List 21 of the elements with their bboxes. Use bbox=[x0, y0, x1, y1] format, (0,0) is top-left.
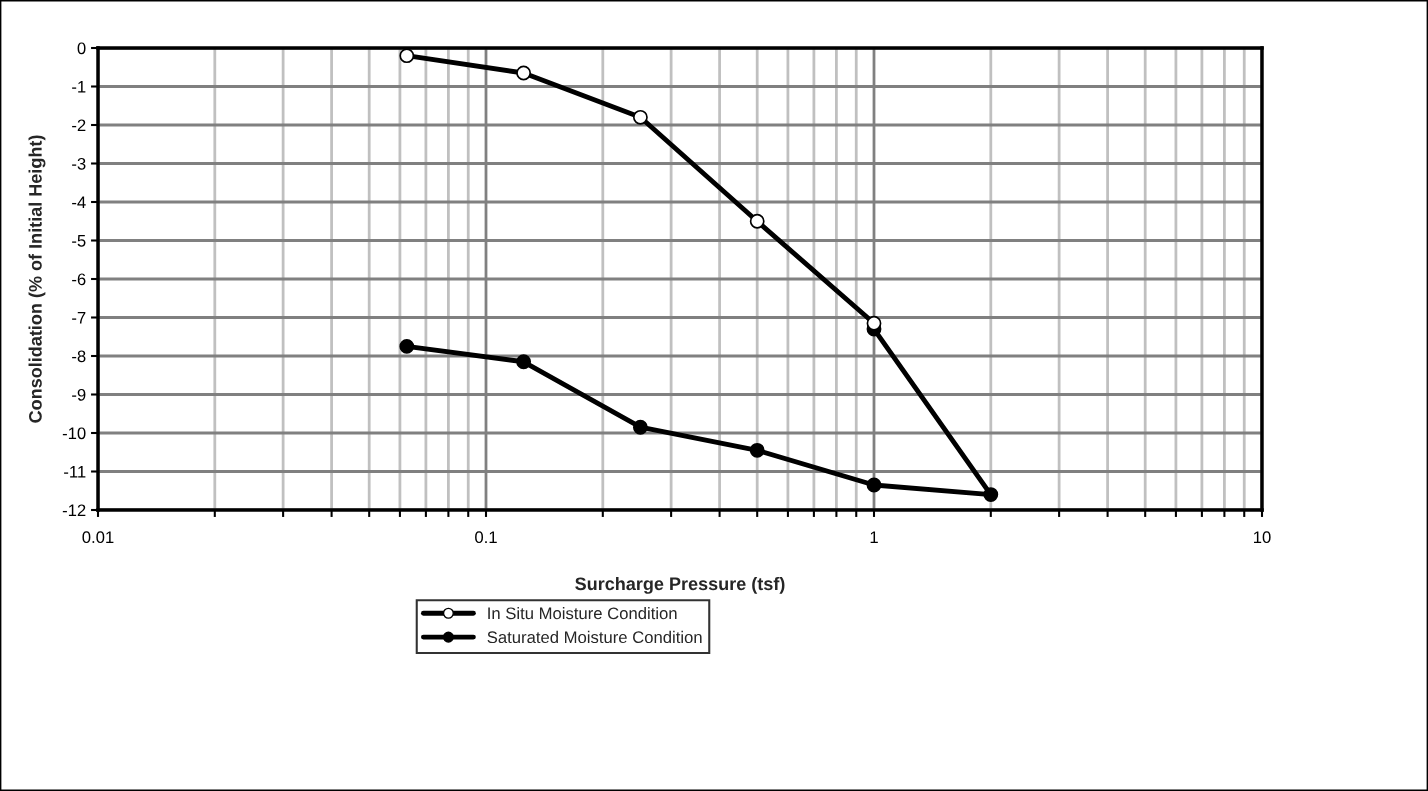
x-tick-label: 0.1 bbox=[475, 531, 497, 544]
y-tick-label: 0 bbox=[77, 42, 86, 55]
y-tick-label: -7 bbox=[72, 312, 86, 324]
y-tick-label: -4 bbox=[72, 196, 86, 209]
y-axis-title: Consolidation (% of Initial Height) bbox=[28, 135, 46, 423]
y-tick-label: -1 bbox=[72, 81, 86, 93]
y-tick-label: -3 bbox=[72, 157, 86, 170]
y-tick-label: -11 bbox=[64, 466, 86, 478]
x-tick-label: 10 bbox=[1254, 531, 1271, 544]
legend-label: Saturated Moisture Condition bbox=[487, 630, 702, 644]
y-tick-label: -9 bbox=[72, 388, 86, 401]
y-tick-label: -2 bbox=[72, 119, 86, 132]
y-tick-label: -12 bbox=[62, 504, 86, 517]
x-tick-label: 1 bbox=[870, 531, 878, 543]
x-axis-title: Surcharge Pressure (tsf) bbox=[575, 576, 785, 594]
y-tick-label: -6 bbox=[72, 273, 86, 286]
y-tick-label: -10 bbox=[62, 427, 86, 440]
legend-label: In Situ Moisture Condition bbox=[488, 607, 677, 620]
y-tick-label: -5 bbox=[72, 235, 86, 247]
x-tick-label: 0.01 bbox=[82, 531, 114, 544]
y-tick-label: -8 bbox=[72, 350, 86, 363]
